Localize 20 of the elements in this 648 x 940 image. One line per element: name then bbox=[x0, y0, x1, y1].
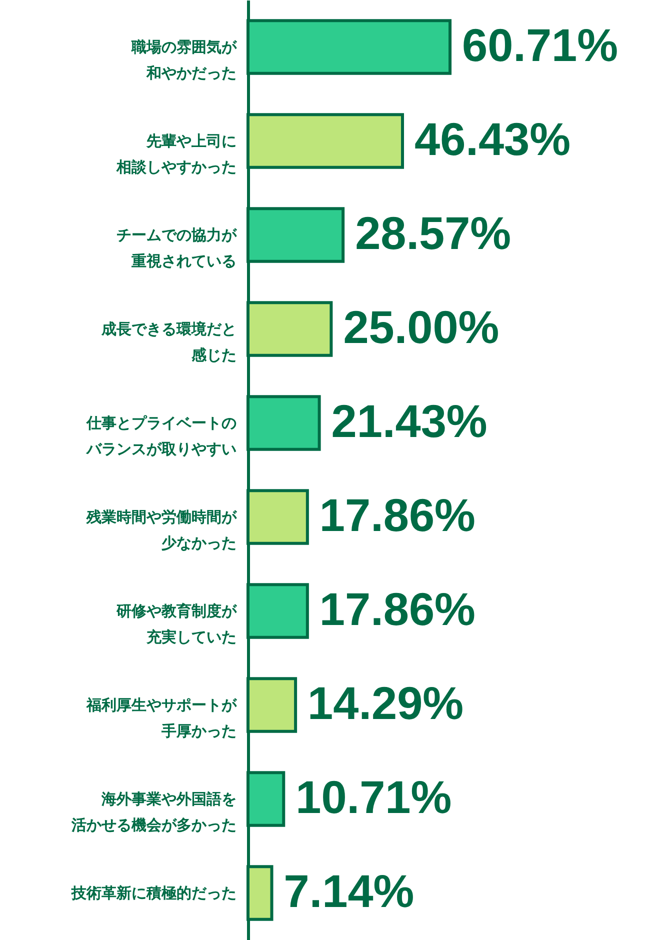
data-label: 21.43% bbox=[331, 395, 488, 447]
data-label: 14.29% bbox=[308, 677, 464, 729]
data-label: 17.86% bbox=[319, 489, 476, 541]
data-label: 28.57% bbox=[355, 207, 512, 259]
y-tick-label: 残業時間や労働時間が少なかった bbox=[86, 508, 238, 552]
y-tick-label: 技術革新に積極的だった bbox=[70, 884, 236, 902]
data-label: 10.71% bbox=[296, 771, 452, 823]
y-tick-label: 研修や教育制度が充実していた bbox=[116, 602, 238, 646]
data-label: 60.71% bbox=[462, 19, 618, 71]
data-label: 46.43% bbox=[414, 113, 571, 165]
data-label: 7.14% bbox=[284, 865, 414, 917]
y-tick-label: 職場の雰囲気が和やかだった bbox=[130, 38, 238, 82]
y-tick-label: 海外事業や外国語を活かせる機会が多かった bbox=[70, 790, 236, 834]
y-tick-label: 成長できる環境だと感じた bbox=[100, 320, 236, 364]
y-tick-label: チームでの協力が重視されている bbox=[116, 226, 238, 270]
data-label: 17.86% bbox=[319, 583, 476, 635]
data-label: 25.00% bbox=[343, 301, 500, 353]
y-tick-label: 仕事とプライベートのバランスが取りやすい bbox=[86, 414, 236, 458]
y-tick-label: 先輩や上司に相談しやすかった bbox=[116, 132, 236, 176]
y-tick-label: 福利厚生やサポートが手厚かった bbox=[86, 696, 238, 740]
